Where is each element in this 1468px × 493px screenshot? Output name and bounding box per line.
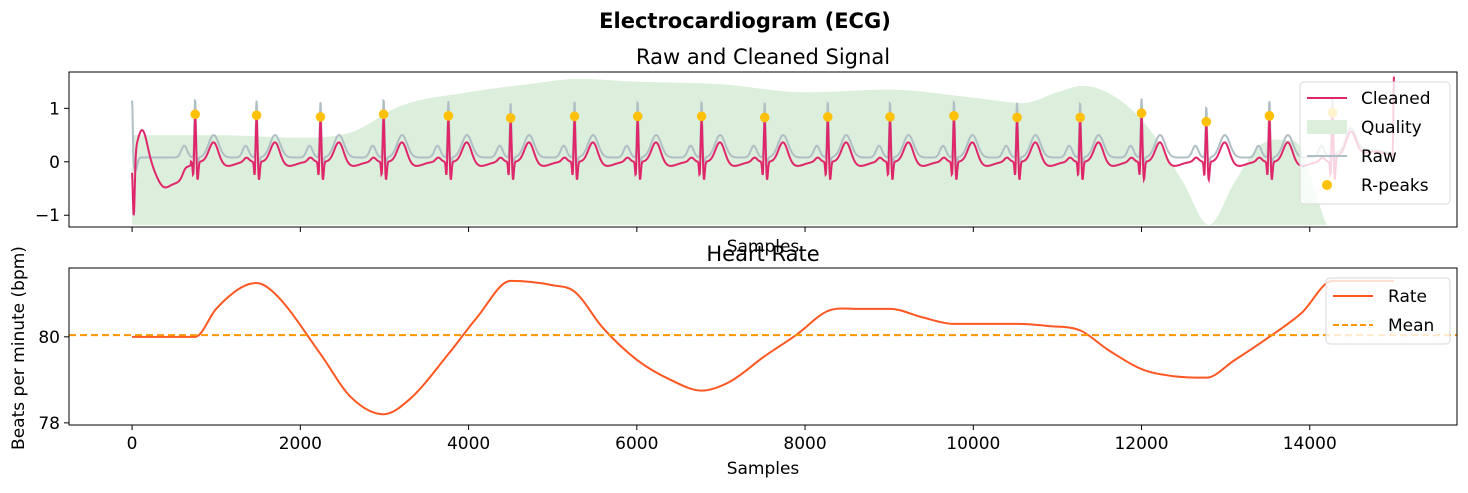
heart-rate-x-tick-label: 12000 [1114,434,1168,454]
r-peak-point [885,112,895,122]
ecg-legend-box [1299,81,1451,205]
figure-title: Electrocardiogram (ECG) [599,9,891,33]
ecg-legend: Cleaned Quality Raw R-peaks [1299,81,1451,205]
heart-rate-x-tick-label: 8000 [783,434,826,454]
legend-swatch-quality [1307,120,1347,134]
r-peak-point [1136,108,1147,118]
heart-rate-x-tick-label: 4000 [447,434,490,454]
heart-rate-x-tick-label: 2000 [279,434,322,454]
heart-rate-panel-title: Heart Rate [706,242,819,266]
heart-rate-y-axis-label: Beats per minute (bpm) [9,246,29,450]
heart-rate-x-axis-label: Samples [727,459,800,479]
heart-rate-line [132,279,1394,416]
heart-rate-x-tick-label: 14000 [1283,434,1337,454]
heart-rate-legend: Rate Mean [1325,277,1451,345]
legend-swatch-rpeaks [1322,180,1332,190]
r-peak-point [949,111,959,121]
heart-rate-x-tick-label: 0 [127,434,138,454]
heart-rate-x-tick-label: 6000 [615,434,658,454]
heart-rate-panel: Heart Rate 0 2000 4000 6000 8000 10000 12000 14… [9,242,1458,479]
r-peak-point [443,111,454,121]
ecg-plot-area [131,76,1395,225]
legend-label-quality: Quality [1361,118,1422,138]
r-peak-point [1075,112,1085,123]
r-peak-point [190,109,200,120]
r-peak-point [378,109,389,120]
cleaned-signal-line [131,76,1395,216]
ecg-y-tick-label: −1 [35,206,60,226]
legend-label-cleaned: Cleaned [1361,89,1431,109]
heart-rate-y-tick-label: 80 [38,328,60,348]
r-peak-point [569,111,580,122]
heart-rate-legend-box [1325,277,1451,345]
r-peak-point [1264,111,1275,121]
r-peak-point [315,112,326,122]
ecg-x-axis-label: Samples [727,237,800,257]
r-peak-point [632,111,643,122]
r-peak-point [505,113,516,123]
heart-rate-plot-area [69,279,1457,416]
legend-label-rpeaks: R-peaks [1361,176,1429,196]
legend-label-raw: Raw [1361,147,1397,167]
r-peak-point [696,111,707,122]
ecg-axes-frame [68,71,1458,228]
r-peak-point [1012,112,1022,123]
ecg-panel-title: Raw and Cleaned Signal [636,45,890,69]
legend-label-mean: Mean [1388,316,1434,336]
heart-rate-axes-frame [68,267,1458,426]
r-peak-point [759,112,770,123]
ecg-y-tick-label: 1 [49,99,60,119]
heart-rate-x-tick-label: 10000 [946,434,1000,454]
ecg-axis-ticks: −1 0 1 [35,99,1311,232]
r-peak-point [822,112,833,122]
ecg-panel: Raw and Cleaned Signal −1 0 1 Samples Clea… [35,45,1458,257]
heart-rate-axis-ticks: 0 2000 4000 6000 8000 10000 12000 14000 78 80 [38,328,1336,454]
ecg-y-tick-label: 0 [49,153,60,173]
heart-rate-y-tick-label: 78 [38,414,60,434]
legend-label-rate: Rate [1388,287,1427,307]
r-peak-point [251,110,262,121]
r-peak-point [1201,116,1212,127]
